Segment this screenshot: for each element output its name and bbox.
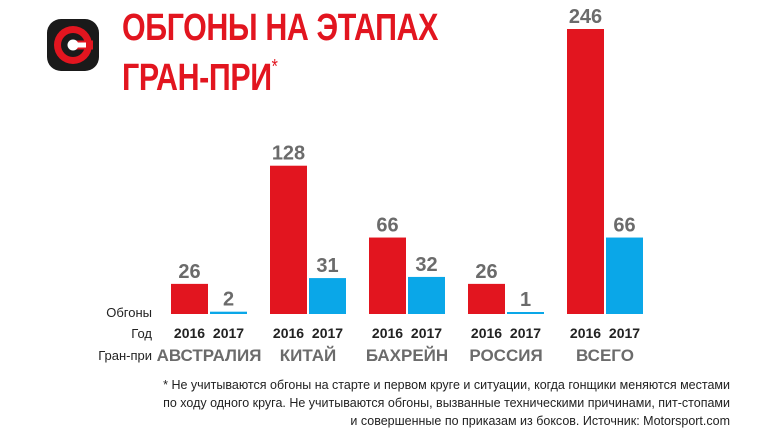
value-label-cat2-2017: 31 xyxy=(316,255,338,277)
footnote: * Не учитываются обгоны на старте и перв… xyxy=(70,376,730,430)
row-label-grand-prix: Гран-при xyxy=(98,348,152,363)
year-label-cat4-2017: 2017 xyxy=(510,325,541,341)
chart-title-line1: ОБГОНЫ НА ЭТАПАХ xyxy=(122,7,439,49)
year-label-cat5-2017: 2017 xyxy=(609,325,640,341)
bar-cat3-2016 xyxy=(369,237,406,314)
category-label-5: ВСЕГО xyxy=(576,346,634,365)
footnote-line-1: * Не учитываются обгоны на старте и перв… xyxy=(163,378,730,392)
value-label-cat1-2016: 26 xyxy=(178,261,200,283)
year-label-cat1-2017: 2017 xyxy=(213,325,244,341)
bar-cat3-2017 xyxy=(408,276,445,314)
bar-cat2-2017 xyxy=(309,278,346,314)
year-label-cat3-2016: 2016 xyxy=(372,325,403,341)
chart-title-line2: ГРАН-ПРИ* xyxy=(122,56,278,99)
value-label-cat3-2017: 32 xyxy=(415,254,437,276)
category-label-1: АВСТРАЛИЯ xyxy=(157,346,262,365)
value-label-cat4-2017: 1 xyxy=(520,289,531,311)
row-label-year: Год xyxy=(131,326,152,341)
footnote-line-3: и совершенные по приказам из боксов. Ист… xyxy=(350,414,730,428)
row-label-overtakes: Обгоны xyxy=(106,305,152,320)
bar-cat1-2017 xyxy=(210,311,247,314)
category-label-2: КИТАЙ xyxy=(280,346,336,365)
year-label-cat4-2016: 2016 xyxy=(471,325,502,341)
footnote-marker: * xyxy=(271,56,278,78)
bar-cat4-2016 xyxy=(468,283,505,314)
bar-chart: Обгоны Год Гран-при 26 2016 2 2017 АВСТРАЛИЯ 128… xyxy=(98,6,643,365)
value-label-cat5-2017: 66 xyxy=(613,215,635,237)
year-label-cat2-2017: 2017 xyxy=(312,325,343,341)
year-label-cat2-2016: 2016 xyxy=(273,325,304,341)
category-label-3: БАХРЕЙН xyxy=(366,346,448,365)
value-label-cat2-2016: 128 xyxy=(272,143,305,165)
value-label-cat1-2017: 2 xyxy=(223,289,234,311)
year-label-cat3-2017: 2017 xyxy=(411,325,442,341)
bar-cat4-2017 xyxy=(507,312,544,314)
value-label-cat3-2016: 66 xyxy=(376,215,398,237)
footnote-line-2: по ходу одного круга. Не учитываются обг… xyxy=(163,396,730,410)
category-label-4: РОССИЯ xyxy=(469,346,542,365)
bar-cat1-2016 xyxy=(171,283,208,314)
year-label-cat5-2016: 2016 xyxy=(570,325,601,341)
value-label-cat4-2016: 26 xyxy=(475,261,497,283)
bar-cat2-2016 xyxy=(270,165,307,314)
year-label-cat1-2016: 2016 xyxy=(174,325,205,341)
bar-cat5-2016 xyxy=(567,29,604,314)
brand-logo-g-icon xyxy=(47,19,99,71)
bar-cat5-2017 xyxy=(606,237,643,314)
value-label-cat5-2016: 246 xyxy=(569,6,602,28)
chart-title-line2-text: ГРАН-ПРИ xyxy=(122,57,272,99)
